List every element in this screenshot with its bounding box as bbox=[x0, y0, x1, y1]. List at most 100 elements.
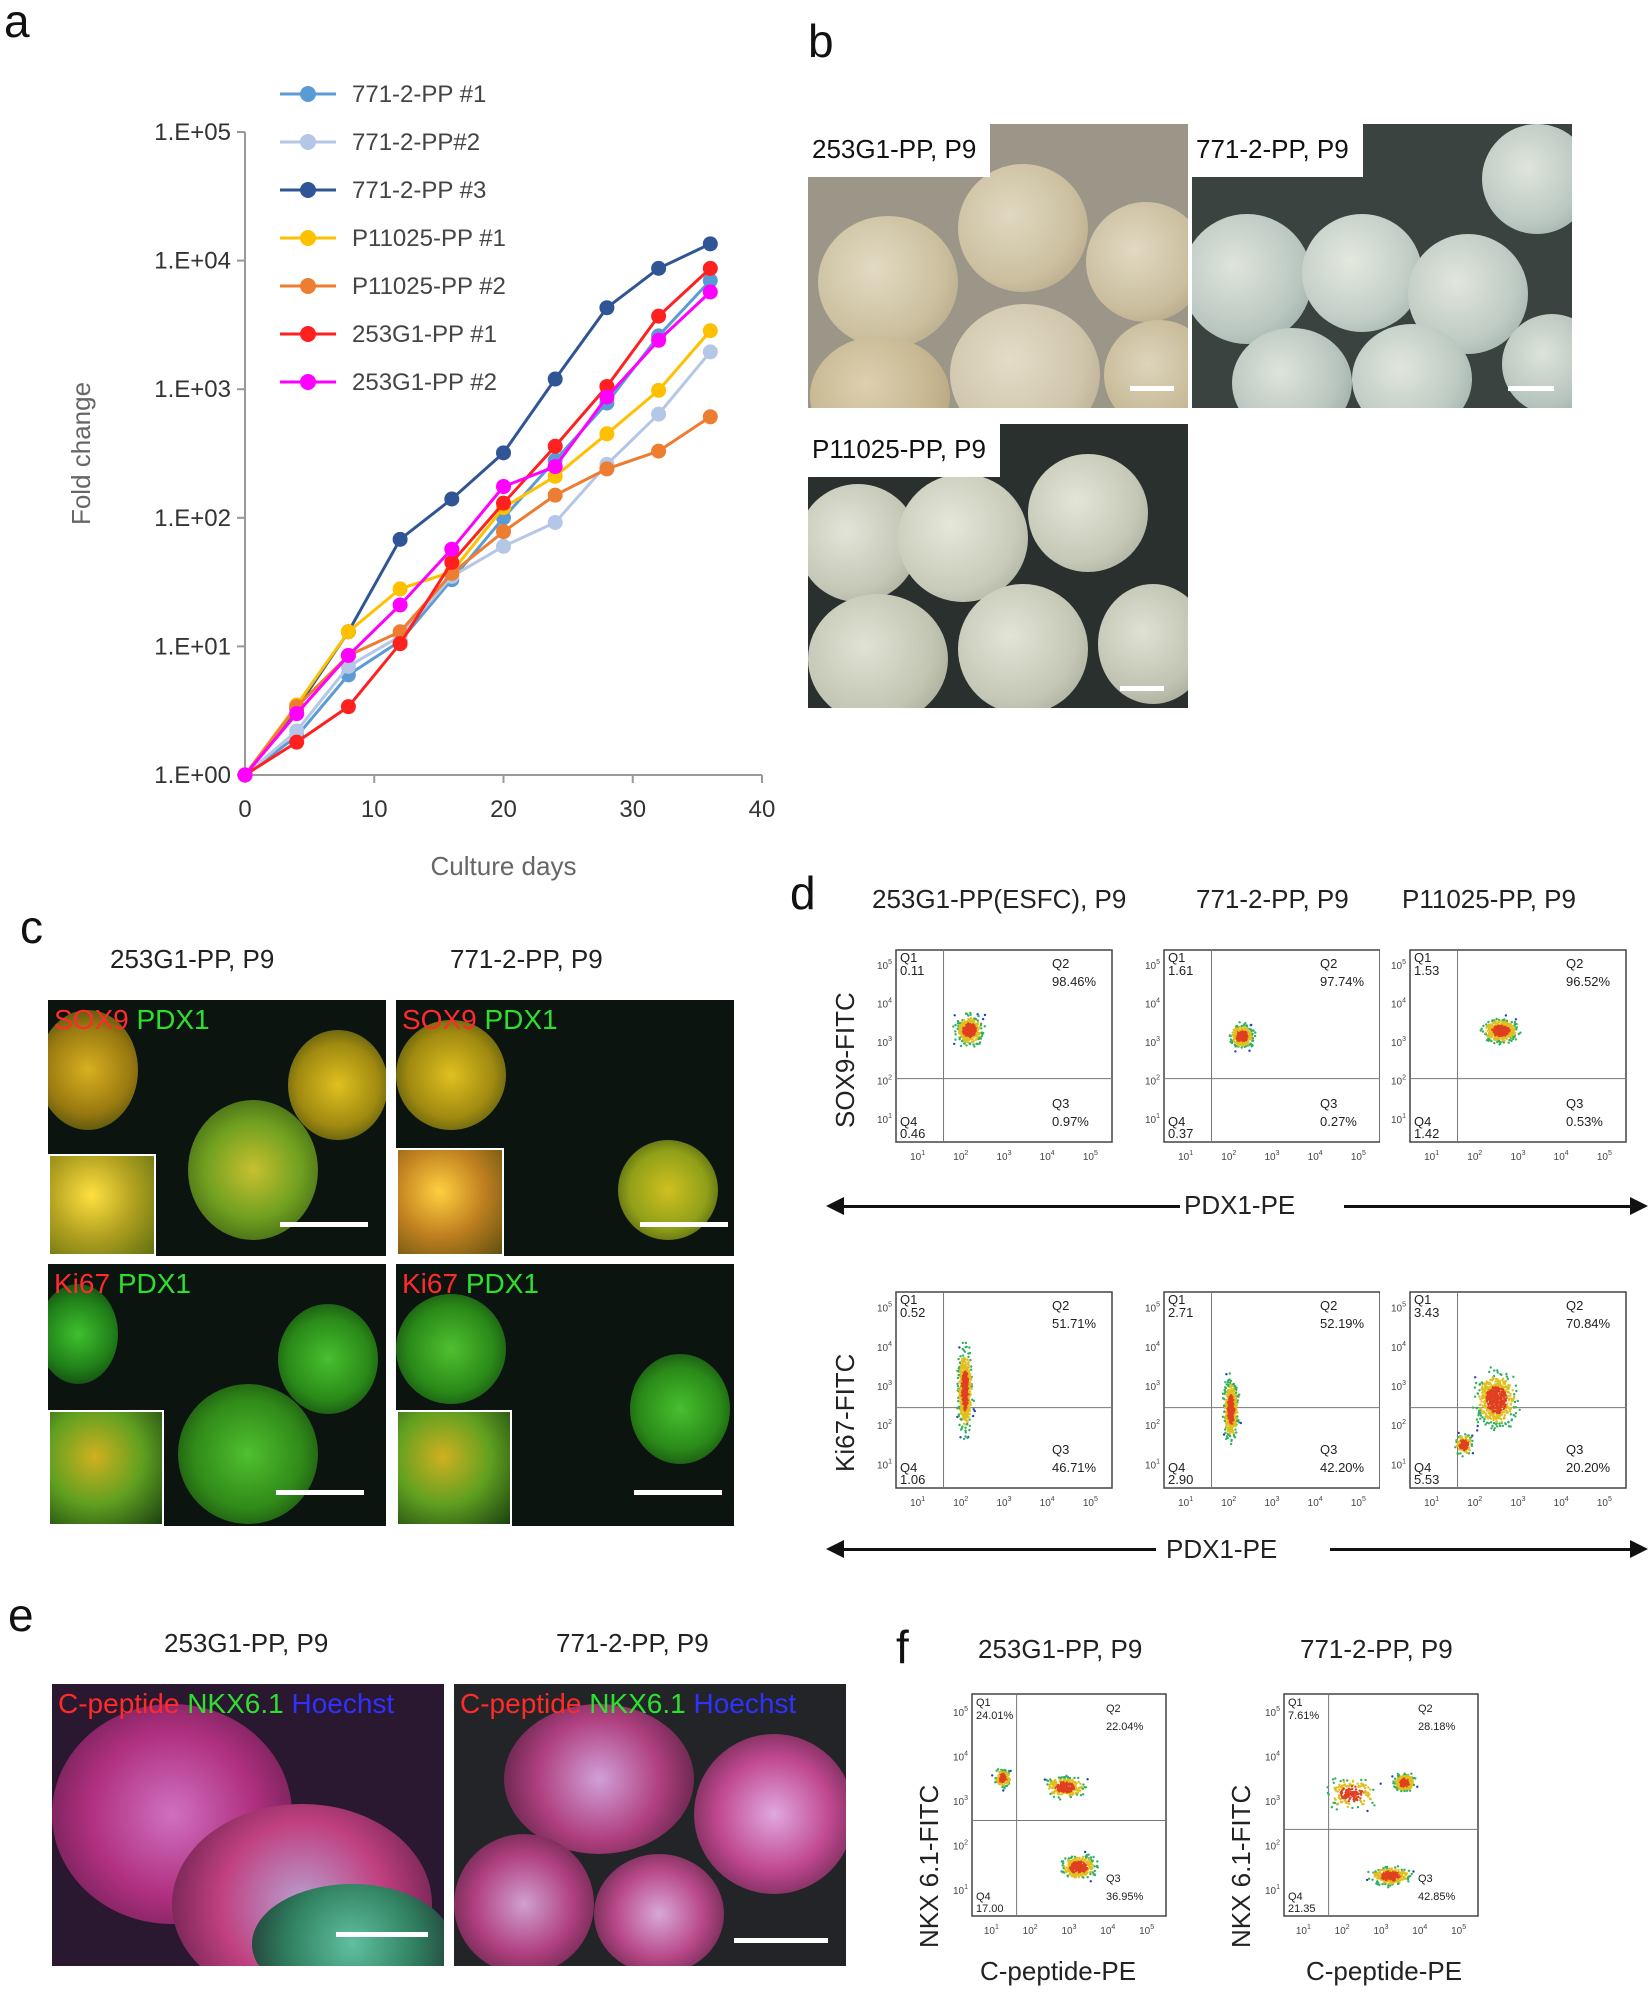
event-dot bbox=[1252, 1029, 1255, 1032]
data-point bbox=[392, 597, 408, 613]
event-dot bbox=[1501, 1392, 1504, 1395]
event-dot bbox=[1081, 1787, 1084, 1790]
event-dot bbox=[957, 1400, 960, 1403]
event-dot bbox=[1498, 1388, 1501, 1391]
event-dot bbox=[1490, 1427, 1493, 1430]
event-dot bbox=[1484, 1387, 1487, 1391]
event-dot bbox=[1233, 1028, 1237, 1032]
y-tick-exponent: 4 bbox=[1156, 998, 1160, 1005]
event-dot bbox=[1051, 1786, 1054, 1789]
event-dot bbox=[963, 1042, 966, 1045]
data-point bbox=[651, 260, 667, 276]
event-dot bbox=[965, 1380, 968, 1383]
event-dot bbox=[1498, 1404, 1501, 1407]
event-dot bbox=[1495, 1028, 1499, 1031]
event-dot bbox=[1510, 1399, 1513, 1403]
event-dot bbox=[1499, 1026, 1502, 1030]
x-tick-label: 103 bbox=[1510, 1496, 1525, 1509]
event-dot bbox=[1056, 1792, 1060, 1795]
event-dot bbox=[1486, 1397, 1489, 1400]
event-dot bbox=[972, 1040, 975, 1043]
data-point bbox=[547, 438, 563, 454]
stain-green-label: PDX1 bbox=[117, 1268, 191, 1299]
event-dot bbox=[1470, 1436, 1473, 1439]
event-dot bbox=[1504, 1394, 1507, 1397]
event-dot bbox=[1466, 1435, 1469, 1439]
event-dot bbox=[1493, 1042, 1496, 1045]
flow-plot-svg: Q11.53 Q296.52%Q30.53%Q41.421011011021021… bbox=[1391, 949, 1627, 1163]
event-dot bbox=[1232, 1407, 1235, 1410]
event-dot bbox=[1253, 1034, 1257, 1038]
event-dot bbox=[1092, 1855, 1095, 1859]
x-tick-exponent: 1 bbox=[921, 1150, 925, 1157]
event-dot bbox=[1070, 1875, 1074, 1878]
event-dot bbox=[1229, 1034, 1232, 1037]
event-dot bbox=[975, 1031, 978, 1035]
x-axis-title: Culture days bbox=[431, 851, 577, 881]
event-dot bbox=[964, 1357, 967, 1361]
event-dot bbox=[1488, 1396, 1492, 1399]
event-dot bbox=[1082, 1783, 1085, 1786]
event-dot bbox=[1497, 1018, 1501, 1022]
event-dot bbox=[1233, 1037, 1236, 1040]
event-dot bbox=[1505, 1022, 1509, 1025]
event-dot bbox=[965, 1365, 968, 1369]
event-dot bbox=[1505, 1019, 1509, 1022]
y-tick-label: 105 bbox=[953, 1706, 968, 1719]
event-dot bbox=[1492, 1428, 1496, 1432]
event-dot bbox=[1486, 1415, 1489, 1418]
event-dot bbox=[1248, 1049, 1251, 1052]
event-dot bbox=[1512, 1413, 1515, 1417]
data-point bbox=[547, 371, 563, 387]
event-dot bbox=[1229, 1424, 1232, 1427]
event-dot bbox=[1089, 1867, 1092, 1870]
event-dot bbox=[1239, 1031, 1242, 1034]
event-dot bbox=[1507, 1421, 1510, 1424]
brightfield-label-253G1: 253G1-PP, P9 bbox=[808, 124, 991, 177]
event-dot bbox=[1229, 1392, 1233, 1395]
event-dot bbox=[1054, 1784, 1057, 1787]
if-image-ki67-253G1: Ki67 PDX1 bbox=[48, 1264, 386, 1526]
quadrant-q1-value: 0.11 bbox=[900, 963, 924, 978]
y-tick-label: 101 bbox=[1391, 1113, 1406, 1126]
y-tick-exponent: 2 bbox=[1156, 1074, 1160, 1081]
event-dot bbox=[958, 1346, 961, 1349]
event-dot bbox=[983, 1013, 987, 1017]
event-dot bbox=[1091, 1863, 1094, 1866]
event-dot bbox=[961, 1354, 965, 1357]
quadrant-q4-name: Q4 bbox=[900, 1460, 917, 1475]
y-axis-title: Fold change bbox=[66, 382, 96, 525]
event-dot bbox=[1461, 1440, 1465, 1443]
event-dot bbox=[973, 1031, 976, 1034]
event-dot bbox=[1232, 1398, 1235, 1401]
event-dot bbox=[1067, 1870, 1071, 1873]
event-dot bbox=[1227, 1388, 1230, 1392]
data-point bbox=[651, 406, 667, 422]
event-dot bbox=[972, 1408, 975, 1411]
event-dot bbox=[1093, 1869, 1096, 1873]
x-tick-label: 10 bbox=[361, 796, 388, 823]
event-dot bbox=[1245, 1037, 1248, 1041]
quadrant-q4-value: 1.06 bbox=[900, 1472, 925, 1487]
event-dot bbox=[1502, 1382, 1505, 1385]
flow-plot: Q1 2.71 Q2 52.19% Q3 42.20% Q4 2.90 101 101 102 102… bbox=[1134, 1286, 1384, 1518]
event-dot bbox=[961, 1412, 965, 1415]
event-dot bbox=[962, 1019, 966, 1022]
y-tick-label: 1.E+00 bbox=[154, 762, 231, 789]
event-dot bbox=[1510, 1419, 1513, 1422]
event-dot bbox=[1069, 1792, 1072, 1796]
event-dot bbox=[1490, 1031, 1493, 1034]
event-dot bbox=[1487, 1039, 1490, 1042]
event-dot bbox=[1513, 1400, 1517, 1404]
brightfield-image-253G1: 253G1-PP, P9 bbox=[808, 124, 1188, 408]
quadrant-q2-value: 22.04% bbox=[1106, 1721, 1144, 1733]
event-dot bbox=[1477, 1411, 1481, 1414]
y-tick-label: 104 bbox=[1145, 1341, 1160, 1354]
event-dot bbox=[967, 1403, 970, 1406]
x-tick-label: 102 bbox=[1023, 1924, 1038, 1937]
y-tick-label: 105 bbox=[1145, 1302, 1160, 1315]
x-tick-label: 103 bbox=[1061, 1924, 1076, 1937]
y-tick-exponent: 4 bbox=[964, 1751, 968, 1758]
event-dot bbox=[1483, 1390, 1487, 1394]
event-dot bbox=[1224, 1381, 1227, 1384]
